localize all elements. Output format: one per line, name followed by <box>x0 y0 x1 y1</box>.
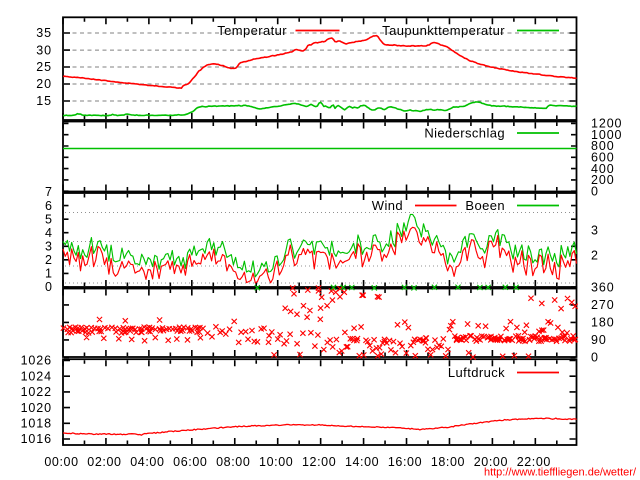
svg-text:1022: 1022 <box>21 385 52 399</box>
svg-text:Taupunkttemperatur: Taupunkttemperatur <box>382 23 505 38</box>
svg-text:14:00: 14:00 <box>345 455 379 469</box>
svg-text:200: 200 <box>591 173 615 187</box>
svg-text:1000: 1000 <box>591 128 622 142</box>
svg-text:12:00: 12:00 <box>302 455 336 469</box>
svg-text:1018: 1018 <box>21 417 52 431</box>
svg-text:1200: 1200 <box>591 117 622 131</box>
svg-text:02:00: 02:00 <box>87 455 121 469</box>
svg-text:Luftdruck: Luftdruck <box>448 365 505 380</box>
svg-text:20:00: 20:00 <box>474 455 508 469</box>
svg-text:4: 4 <box>45 226 52 240</box>
svg-text:3: 3 <box>591 223 598 237</box>
svg-text:35: 35 <box>36 26 52 40</box>
svg-text:Boeen: Boeen <box>465 198 505 213</box>
svg-text:6: 6 <box>45 199 52 213</box>
svg-text:25: 25 <box>36 60 52 74</box>
svg-text:30: 30 <box>36 43 52 57</box>
svg-text:1020: 1020 <box>21 401 52 415</box>
svg-text:2: 2 <box>591 249 598 263</box>
svg-text:Wind: Wind <box>372 198 403 213</box>
svg-text:00:00: 00:00 <box>44 455 78 469</box>
svg-text:180: 180 <box>591 316 615 330</box>
svg-text:360: 360 <box>591 281 615 295</box>
svg-text:800: 800 <box>591 139 615 153</box>
svg-text:2: 2 <box>45 253 52 267</box>
svg-text:06:00: 06:00 <box>173 455 207 469</box>
svg-text:15: 15 <box>36 94 52 108</box>
svg-text:0: 0 <box>45 280 52 294</box>
svg-text:04:00: 04:00 <box>130 455 164 469</box>
svg-text:22:00: 22:00 <box>517 455 551 469</box>
svg-text:0: 0 <box>591 184 599 198</box>
svg-text:3: 3 <box>45 239 52 253</box>
svg-text:270: 270 <box>591 298 615 312</box>
svg-text:18:00: 18:00 <box>431 455 465 469</box>
svg-text:600: 600 <box>591 151 615 165</box>
svg-text:90: 90 <box>591 333 607 347</box>
svg-text:Niederschlag: Niederschlag <box>424 126 505 141</box>
svg-text:1026: 1026 <box>21 354 52 368</box>
svg-text:20: 20 <box>36 77 52 91</box>
svg-text:http://www.tieffliegen.de/wett: http://www.tieffliegen.de/wetter/ <box>484 467 637 479</box>
svg-text:08:00: 08:00 <box>216 455 250 469</box>
svg-text:400: 400 <box>591 162 615 176</box>
svg-text:1016: 1016 <box>21 432 52 446</box>
svg-text:16:00: 16:00 <box>388 455 422 469</box>
svg-text:10:00: 10:00 <box>259 455 293 469</box>
svg-text:0: 0 <box>591 351 599 365</box>
svg-text:Temperatur: Temperatur <box>217 23 287 38</box>
svg-text:5: 5 <box>45 212 52 226</box>
svg-text:7: 7 <box>45 185 52 199</box>
svg-text:1: 1 <box>45 267 52 281</box>
svg-text:1024: 1024 <box>21 369 52 383</box>
